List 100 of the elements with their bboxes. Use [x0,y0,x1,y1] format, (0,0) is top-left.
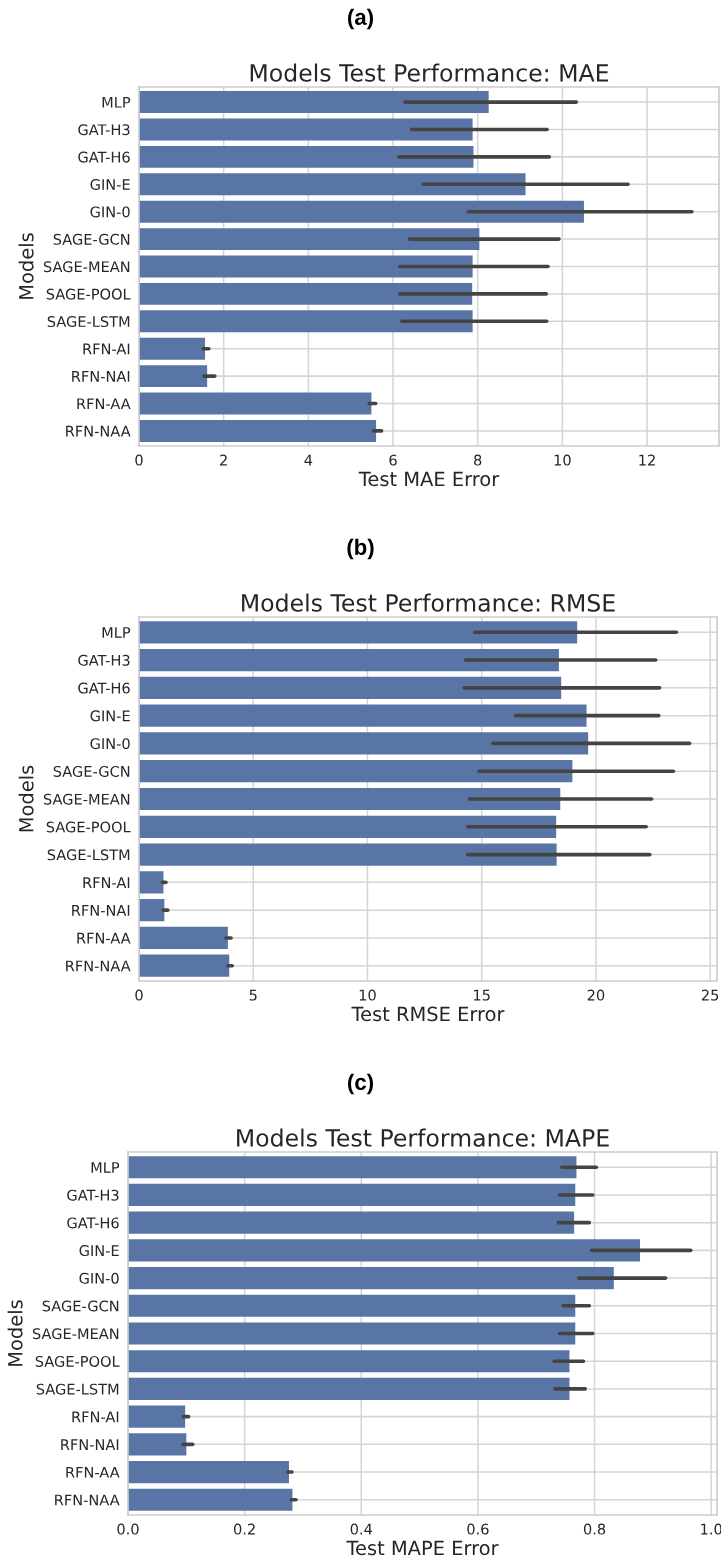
bar [128,1350,570,1373]
y-tick-label: GAT-H3 [67,1189,119,1201]
y-tick-label: SAGE-MEAN [43,261,130,273]
y-tick-label: RFN-NAI [72,371,130,382]
bar [128,1267,614,1290]
y-tick-label: MLP [102,627,131,638]
y-tick-label: RFN-AI [72,1411,119,1423]
chart-title: Models Test Performance: MAE [250,63,609,82]
bar [139,419,377,442]
bar [128,1433,187,1456]
y-tick-label: RFN-NAA [55,1494,120,1506]
y-tick-label: RFN-AA [77,398,131,410]
y-tick-label: SAGE-GCN [53,765,130,777]
x-tick-label: 0 [135,454,143,466]
bar [139,91,489,114]
bar [128,1460,289,1484]
bar [139,145,474,168]
y-tick-label: SAGE-GCN [53,233,130,245]
x-tick-label: 5 [249,989,257,1001]
bar [128,1405,186,1428]
x-tick-label: 0.0 [117,1523,139,1535]
x-tick-label: 4 [304,454,313,466]
bar [128,1211,575,1234]
chart-title: Models Test Performance: MAPE [237,1128,609,1147]
y-tick-label: GAT-H6 [78,682,130,694]
y-tick-label: GIN-0 [90,206,130,218]
x-tick-label: 8 [474,454,482,466]
bar [139,954,230,977]
x-axis-title: Test RMSE Error [351,1006,505,1022]
y-tick-label: RFN-AI [83,343,130,355]
y-tick-label: SAGE-POOL [46,288,131,300]
bar [139,732,589,755]
x-tick-label: 12 [639,454,655,466]
y-tick-label: SAGE-POOL [46,821,131,833]
x-tick-label: 10 [359,989,376,1001]
bar [128,1488,293,1511]
bar [139,118,473,141]
y-tick-label: SAGE-GCN [42,1300,119,1312]
x-tick-label: 0 [135,989,143,1001]
y-tick-label: SAGE-LSTM [36,1383,119,1395]
x-tick-label: 25 [701,989,719,1001]
y-tick-label: SAGE-POOL [35,1355,120,1367]
y-tick-label: SAGE-MEAN [43,793,130,805]
y-tick-label: MLP [102,96,131,108]
bar [139,926,228,950]
x-tick-label: 2 [220,454,227,466]
bar [139,282,473,305]
y-tick-label: RFN-NAI [61,1439,119,1450]
y-tick-label: GAT-H6 [67,1217,119,1229]
bar [128,1156,577,1179]
text: (a) [348,8,373,30]
bar [139,760,573,783]
y-tick-label: SAGE-LSTM [47,849,130,861]
x-tick-label: 0.6 [467,1523,489,1535]
bar [139,871,164,894]
bar [128,1183,576,1207]
text: (b) [347,538,374,560]
chart-title: Models Test Performance: RMSE [242,593,615,612]
y-tick-label: GAT-H6 [78,151,130,163]
x-tick-label: 6 [389,454,397,466]
bar [139,704,587,727]
bar [139,337,206,360]
y-tick-label: RFN-NAA [66,425,131,437]
y-tick-label: SAGE-LSTM [47,316,130,328]
x-tick-label: 1.0 [701,1523,721,1535]
y-tick-label: SAGE-MEAN [32,1328,119,1340]
x-tick-label: 0.4 [350,1523,373,1535]
y-tick-label: RFN-NAA [66,960,131,972]
x-tick-label: 10 [554,454,571,466]
y-tick-label: GIN-E [90,179,130,191]
y-tick-label: GIN-0 [79,1272,119,1284]
y-axis-title: Models [18,233,34,299]
bar [139,648,559,672]
bar [139,843,557,866]
bar [128,1294,576,1317]
bar [139,173,526,196]
bar [139,365,208,388]
bar [139,676,562,699]
y-axis-title: Models [18,765,34,832]
y-tick-label: GIN-E [79,1245,119,1257]
y-tick-label: GAT-H3 [78,124,130,136]
y-tick-label: RFN-AA [66,1466,120,1478]
x-axis-title: Test MAPE Error [346,1540,499,1556]
bar [128,1377,570,1400]
bar [139,228,480,251]
bar [139,255,473,278]
y-tick-label: RFN-AI [83,877,130,888]
bar [139,815,557,838]
x-tick-label: 0.8 [583,1523,606,1535]
x-tick-label: 20 [587,989,605,1001]
bar [139,392,372,415]
bar [139,200,584,223]
y-tick-label: GAT-H3 [78,654,130,666]
x-axis-title: Test MAE Error [358,471,500,487]
bar [139,787,561,811]
y-axis-title: Models [7,1300,23,1366]
bar [139,899,165,922]
text: (c) [348,1073,373,1095]
y-tick-label: RFN-NAI [72,905,130,916]
bar [128,1322,576,1345]
